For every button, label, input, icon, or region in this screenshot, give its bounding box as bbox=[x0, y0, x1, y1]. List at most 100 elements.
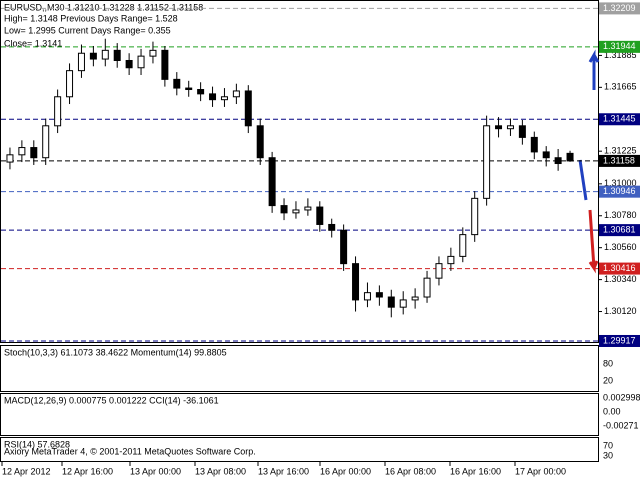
candle-body bbox=[66, 70, 74, 98]
candle-body bbox=[542, 151, 550, 159]
candle-body bbox=[30, 147, 38, 159]
y-tick-label: 1.31885 bbox=[604, 50, 637, 60]
main-window bbox=[0, 0, 599, 343]
candle-body bbox=[268, 157, 276, 207]
candle-body bbox=[554, 157, 562, 165]
candle-body bbox=[435, 263, 443, 279]
level-tag bbox=[599, 224, 640, 237]
candle-body bbox=[375, 292, 383, 298]
candle-body bbox=[340, 229, 348, 265]
candle-body bbox=[495, 125, 503, 130]
candle-body bbox=[42, 125, 50, 159]
candle-body bbox=[530, 136, 538, 153]
arrow-down bbox=[578, 159, 588, 201]
candle-body bbox=[101, 49, 109, 60]
level-label: 1.32209 bbox=[603, 3, 636, 13]
candle-body bbox=[209, 93, 217, 101]
level-label: 1.30681 bbox=[603, 224, 636, 234]
macd-window bbox=[0, 393, 599, 436]
candle-body bbox=[77, 52, 85, 72]
indicator-axis-label: 70 bbox=[603, 440, 613, 450]
candle-body bbox=[459, 234, 467, 257]
level-tag bbox=[599, 154, 640, 167]
candle-body bbox=[292, 209, 300, 214]
candle-body bbox=[352, 263, 360, 301]
level-tag bbox=[599, 113, 640, 126]
header-line: High= 1.3148 Previous Days Range= 1.528 bbox=[4, 13, 178, 23]
level-tag bbox=[599, 262, 640, 275]
x-tick-label: 13 Apr 16:00 bbox=[258, 466, 309, 476]
candle-body bbox=[161, 49, 169, 80]
candle-body bbox=[280, 205, 288, 214]
indicator-axis-label: 0.00 bbox=[603, 406, 621, 416]
candle-body bbox=[411, 296, 419, 301]
x-tick-label: 16 Apr 16:00 bbox=[450, 466, 501, 476]
level-label: 1.29917 bbox=[603, 335, 636, 345]
candle-body bbox=[137, 55, 145, 69]
level-tag bbox=[599, 40, 640, 53]
candle-body bbox=[483, 125, 491, 199]
candle-body bbox=[256, 125, 264, 159]
candle-body bbox=[387, 296, 395, 308]
header-line: EURUSD,,M30 1.31210 1.31228 1.31152 1.31… bbox=[4, 2, 203, 12]
candle-body bbox=[316, 206, 324, 225]
level-tag bbox=[599, 334, 640, 347]
indicator-label: MACD(12,26,9) 0.000775 0.001222 CCI(14) … bbox=[4, 395, 219, 405]
candle-body bbox=[149, 49, 157, 57]
header-line: Close= 1.3141 bbox=[4, 38, 62, 48]
level-tag bbox=[599, 185, 640, 198]
footer: Axiory MetaTrader 4, © 2001-2011 MetaQuo… bbox=[4, 446, 256, 456]
candle-body bbox=[89, 52, 97, 60]
candle-body bbox=[304, 206, 312, 211]
level-label: 1.30946 bbox=[603, 186, 636, 196]
indicator-label: Stoch(10,3,3) 61.1073 38.4622 Momentum(1… bbox=[4, 347, 227, 357]
y-tick-label: 1.31665 bbox=[604, 82, 637, 92]
level-label: 1.30416 bbox=[603, 263, 636, 273]
y-tick-label: 1.31225 bbox=[604, 146, 637, 156]
candle-body bbox=[244, 90, 252, 127]
x-tick-label: 17 Apr 00:00 bbox=[515, 466, 566, 476]
candle-body bbox=[447, 255, 455, 265]
candle-body bbox=[399, 299, 407, 308]
indicator-axis-label: 80 bbox=[603, 358, 613, 368]
candle-body bbox=[518, 125, 526, 138]
header-line: Low= 1.2995 Current Days Range= 0.355 bbox=[4, 25, 171, 35]
candle-body bbox=[113, 49, 121, 61]
candle-body bbox=[220, 96, 228, 101]
y-tick-label: 1.30340 bbox=[604, 274, 637, 284]
candle-body bbox=[471, 197, 479, 236]
candle-body bbox=[6, 154, 14, 163]
indicator-axis-label: -0.00271 bbox=[603, 420, 639, 430]
y-tick-label: 1.30120 bbox=[604, 306, 637, 316]
arrow-up bbox=[588, 49, 600, 90]
level-label: 1.31158 bbox=[603, 155, 635, 165]
arrow-down-red bbox=[588, 209, 599, 274]
candle-body bbox=[423, 277, 431, 298]
x-tick-label: 16 Apr 08:00 bbox=[385, 466, 436, 476]
candle-body bbox=[54, 96, 62, 127]
x-tick-label: 12 Apr 2012 bbox=[2, 466, 51, 476]
indicator-axis-label: 20 bbox=[603, 375, 613, 385]
candle-body bbox=[125, 59, 133, 69]
stoch-window bbox=[0, 345, 599, 392]
candle-body bbox=[173, 78, 181, 89]
candle-body bbox=[232, 90, 240, 98]
candle-body bbox=[363, 292, 371, 301]
y-tick-label: 1.30560 bbox=[604, 242, 637, 252]
x-tick-label: 16 Apr 00:00 bbox=[320, 466, 371, 476]
candle-body bbox=[566, 152, 574, 162]
level-label: 1.31944 bbox=[603, 41, 636, 51]
rsi-window bbox=[0, 437, 599, 462]
x-tick-label: 13 Apr 00:00 bbox=[130, 466, 181, 476]
candle-body bbox=[197, 89, 205, 95]
candle-body bbox=[506, 125, 514, 130]
y-tick-label: 1.31000 bbox=[604, 178, 637, 188]
candle-body bbox=[328, 223, 336, 231]
y-tick-label: 1.30780 bbox=[604, 210, 637, 220]
indicator-label: RSI(14) 57.6828 bbox=[4, 439, 70, 449]
x-tick-label: 13 Apr 08:00 bbox=[195, 466, 246, 476]
level-tag bbox=[599, 2, 640, 15]
